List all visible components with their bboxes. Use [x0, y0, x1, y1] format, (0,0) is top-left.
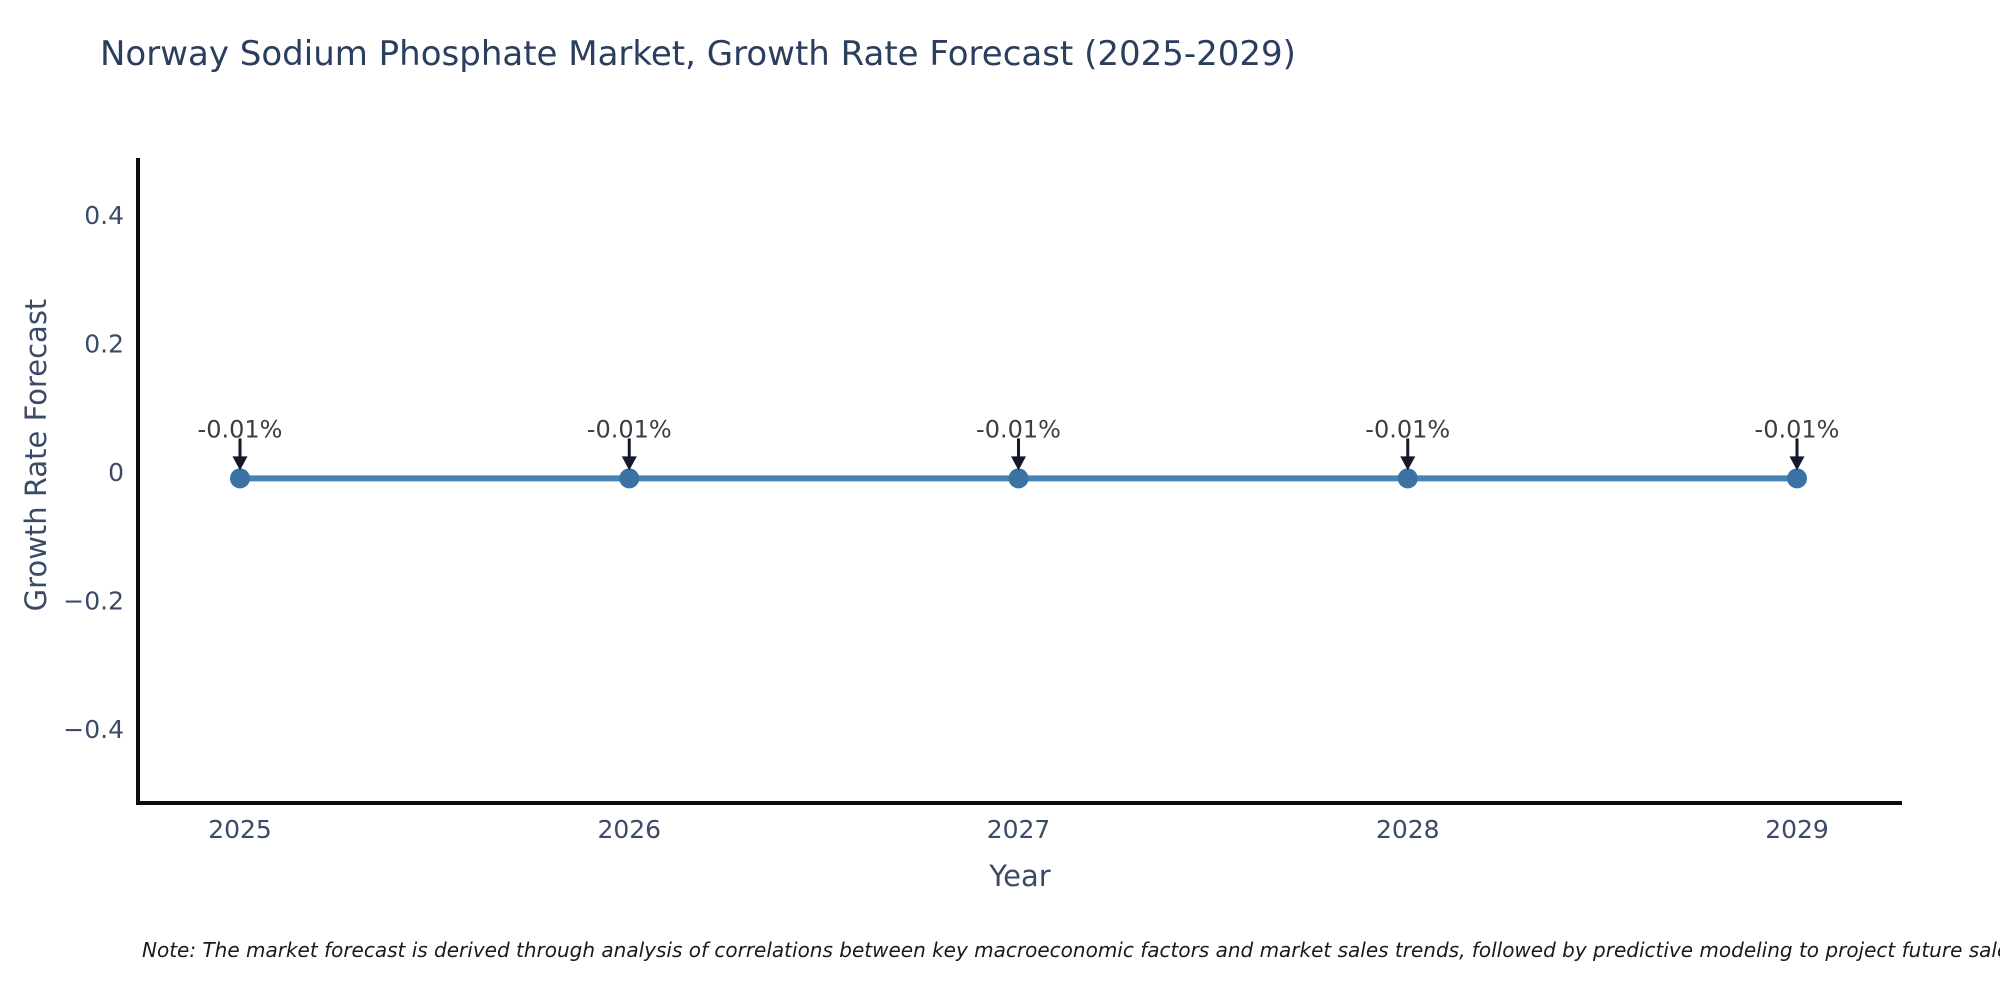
data-point-marker: [1008, 468, 1029, 489]
y-tick-label: 0.4: [84, 201, 124, 230]
annotation-arrow-head-icon: [1400, 456, 1416, 471]
data-point-marker: [230, 468, 250, 489]
y-tick-label: −0.4: [63, 715, 124, 744]
annotation-arrow-head-icon: [1789, 456, 1805, 471]
y-tick-label: −0.2: [63, 587, 124, 616]
y-tick-label: 0.2: [84, 330, 124, 359]
annotation-arrow-head-icon: [232, 456, 248, 471]
x-tick-label: 2027: [987, 815, 1051, 844]
data-point-marker: [1787, 468, 1807, 489]
annotation-arrow-head-icon: [1011, 456, 1026, 471]
x-tick-label: 2029: [1765, 815, 1829, 844]
footnote: Note: The market forecast is derived thr…: [142, 938, 2000, 962]
annotation-arrow-head-icon: [621, 456, 637, 471]
x-axis-title: Year: [989, 859, 1051, 893]
y-tick-label: 0: [108, 458, 124, 487]
x-tick-label: 2026: [597, 815, 661, 844]
x-tick-label: 2028: [1376, 815, 1440, 844]
data-point-marker: [1397, 468, 1418, 489]
data-point-marker: [619, 468, 640, 489]
x-tick-label: 2025: [208, 815, 272, 844]
chart-title: Norway Sodium Phosphate Market, Growth R…: [100, 34, 1296, 74]
